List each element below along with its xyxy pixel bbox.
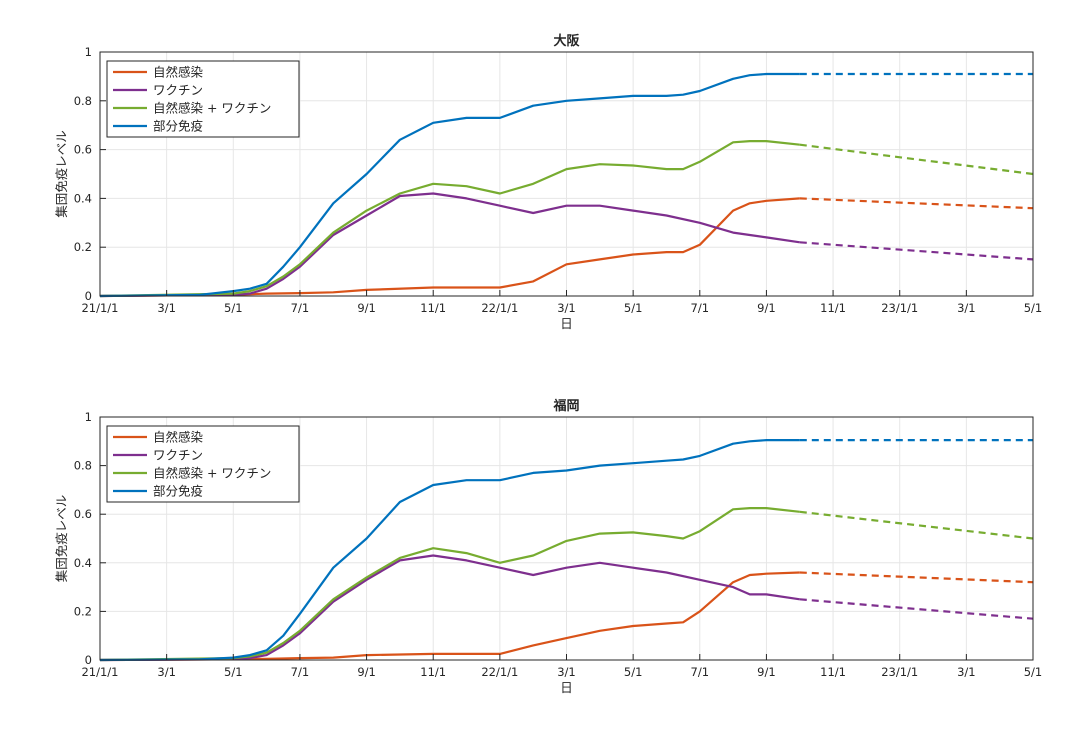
series-projection-3 — [799, 510, 1034, 540]
y-axis-label: 集団免疫レベル — [54, 130, 69, 218]
y-tick-label: 0.6 — [74, 143, 92, 157]
x-tick-label: 9/1 — [357, 301, 376, 315]
series-line-4 — [99, 439, 800, 662]
x-tick-label: 3/1 — [957, 665, 976, 679]
legend-label-2: ワクチン — [153, 448, 203, 463]
x-tick-label: 11/1 — [820, 665, 846, 679]
y-tick-label: 1 — [85, 45, 92, 59]
x-tick-label: 3/1 — [557, 301, 576, 315]
x-axis-label: 日 — [560, 680, 573, 695]
x-tick-label: 23/1/1 — [881, 301, 918, 315]
chart-2: 21/1/1 3/1 5/1 7/1 9/1 11/1 22/1/1 3/1 5/1 7/1 9/1… — [54, 398, 1042, 695]
legend-label-4: 部分免疫 — [153, 484, 203, 499]
x-tick-label: 7/1 — [691, 665, 710, 679]
series-line-3 — [99, 140, 800, 298]
series-line-4 — [99, 72, 800, 298]
x-tick-label: 3/1 — [957, 301, 976, 315]
x-tick-label: 5/1 — [624, 665, 643, 679]
y-tick-label: 0.4 — [74, 556, 92, 570]
legend-label-1: 自然感染 — [153, 430, 204, 445]
y-tick-label: 0 — [85, 289, 92, 303]
legend-box — [106, 425, 300, 503]
legend-box — [106, 60, 300, 138]
y-tick-label: 1 — [85, 410, 92, 424]
x-tick-label: 9/1 — [357, 665, 376, 679]
x-tick-label: 5/1 — [1024, 665, 1043, 679]
legend-label-2: ワクチン — [153, 83, 203, 98]
x-tick-label: 3/1 — [157, 301, 176, 315]
y-tick-label: 0.8 — [74, 94, 92, 108]
x-tick-label: 22/1/1 — [481, 301, 518, 315]
legend-label-4: 部分免疫 — [153, 119, 203, 134]
series-line-2 — [99, 554, 800, 662]
chart-title: 福岡 — [552, 398, 579, 414]
x-tick-label: 11/1 — [820, 301, 846, 315]
chart-1: 21/1/1 3/1 5/1 7/1 9/1 11/1 22/1/1 3/1 5/1 7/1 9/1… — [54, 33, 1042, 331]
series-projection-1 — [799, 571, 1034, 584]
series-projection-3 — [799, 143, 1034, 176]
series-projection-2 — [799, 241, 1034, 261]
x-tick-label: 21/1/1 — [81, 301, 118, 315]
series-line-3 — [99, 507, 800, 662]
x-axis-label: 日 — [560, 316, 573, 331]
legend-label-1: 自然感染 — [153, 65, 204, 80]
y-tick-label: 0.4 — [74, 191, 92, 205]
y-tick-label: 0.2 — [74, 240, 92, 254]
y-axis-label: 集団免疫レベル — [54, 495, 69, 583]
x-tick-label: 9/1 — [757, 301, 776, 315]
x-tick-label: 5/1 — [224, 301, 243, 315]
x-tick-label: 3/1 — [557, 665, 576, 679]
x-tick-label: 22/1/1 — [481, 665, 518, 679]
x-tick-label: 5/1 — [624, 301, 643, 315]
x-tick-label: 11/1 — [420, 301, 446, 315]
series-line-2 — [99, 192, 800, 298]
x-tick-label: 5/1 — [1024, 301, 1043, 315]
series-projection-1 — [799, 197, 1034, 210]
x-tick-label: 11/1 — [420, 665, 446, 679]
x-tick-label: 21/1/1 — [81, 665, 118, 679]
x-tick-label: 3/1 — [157, 665, 176, 679]
legend-label-3: 自然感染 + ワクチン — [153, 101, 271, 116]
x-tick-label: 9/1 — [757, 665, 776, 679]
x-tick-label: 7/1 — [291, 665, 310, 679]
series-line-1 — [99, 571, 800, 662]
chart-title: 大阪 — [553, 33, 580, 49]
y-tick-label: 0.8 — [74, 459, 92, 473]
series-line-1 — [99, 197, 800, 298]
y-tick-label: 0.2 — [74, 604, 92, 618]
y-tick-label: 0 — [85, 653, 92, 667]
x-tick-label: 7/1 — [291, 301, 310, 315]
x-tick-label: 23/1/1 — [881, 665, 918, 679]
series-projection-2 — [799, 598, 1034, 620]
x-tick-label: 5/1 — [224, 665, 243, 679]
y-tick-label: 0.6 — [74, 507, 92, 521]
x-tick-label: 7/1 — [691, 301, 710, 315]
legend-label-3: 自然感染 + ワクチン — [153, 466, 271, 481]
